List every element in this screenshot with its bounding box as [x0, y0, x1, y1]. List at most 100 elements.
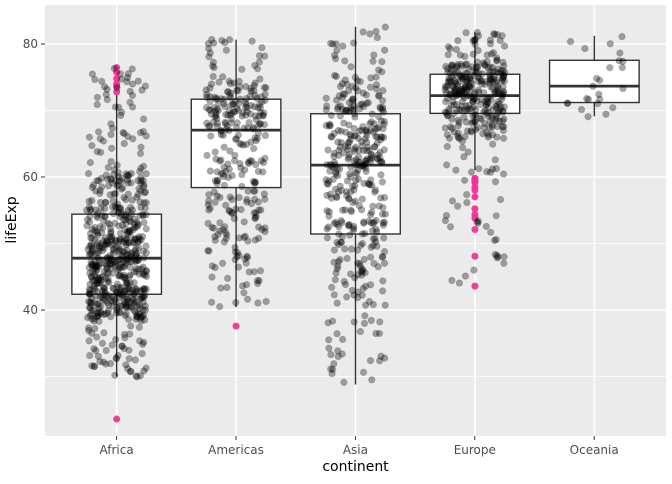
- jitter-point-europe: [501, 68, 509, 77]
- jitter-point-asia: [328, 317, 337, 325]
- jitter-point-americas: [217, 156, 225, 164]
- jitter-point-europe: [446, 223, 455, 231]
- jitter-point-africa: [116, 204, 125, 212]
- jitter-point-africa: [94, 274, 103, 282]
- jitter-point-africa: [106, 251, 114, 260]
- jitter-point-asia: [377, 194, 385, 202]
- jitter-point-africa: [112, 309, 121, 317]
- jitter-point-europe: [468, 80, 476, 88]
- jitter-point-asia: [358, 239, 367, 248]
- jitter-point-americas: [245, 268, 253, 276]
- jitter-point-americas: [202, 86, 210, 94]
- jitter-point-europe: [477, 115, 485, 123]
- jitter-point-asia: [379, 221, 388, 229]
- jitter-point-asia: [354, 271, 362, 279]
- jitter-point-americas: [238, 170, 246, 179]
- jitter-point-africa: [86, 229, 95, 238]
- jitter-point-europe: [442, 62, 450, 71]
- jitter-point-africa: [123, 228, 132, 236]
- jitter-point-africa: [117, 177, 126, 186]
- jitter-point-africa: [97, 174, 106, 182]
- jitter-point-europe: [460, 94, 468, 102]
- jitter-point-africa: [134, 237, 142, 246]
- jitter-point-americas: [251, 91, 259, 100]
- jitter-point-africa: [96, 198, 105, 207]
- jitter-point-europe: [471, 117, 479, 126]
- jitter-point-africa: [125, 171, 133, 179]
- jitter-point-africa: [96, 357, 104, 366]
- jitter-point-americas: [250, 178, 259, 186]
- jitter-point-americas: [220, 181, 229, 189]
- jitter-point-asia: [350, 318, 358, 326]
- jitter-point-africa: [120, 330, 129, 339]
- jitter-point-americas: [245, 159, 253, 168]
- jitter-point-africa: [125, 346, 133, 354]
- jitter-point-americas: [257, 157, 266, 165]
- jitter-point-asia: [368, 181, 376, 189]
- jitter-point-asia: [336, 102, 345, 110]
- jitter-point-asia: [325, 177, 333, 185]
- jitter-point-americas: [230, 79, 238, 87]
- jitter-point-asia: [343, 177, 352, 185]
- jitter-point-africa: [91, 324, 99, 333]
- jitter-point-americas: [218, 73, 227, 81]
- jitter-point-africa: [119, 247, 127, 255]
- jitter-point-europe: [484, 133, 492, 141]
- jitter-point-europe: [471, 88, 479, 97]
- jitter-point-africa: [100, 213, 109, 221]
- jitter-point-asia: [338, 79, 347, 88]
- jitter-point-americas: [254, 103, 262, 112]
- jitter-point-africa: [93, 287, 101, 296]
- jitter-point-africa: [101, 289, 109, 298]
- jitter-point-asia: [360, 179, 368, 188]
- jitter-point-americas: [240, 233, 248, 242]
- jitter-point-asia: [340, 277, 348, 286]
- jitter-point-americas: [259, 168, 267, 176]
- jitter-point-africa: [123, 246, 131, 254]
- jitter-point-americas: [205, 247, 213, 255]
- jitter-point-asia: [332, 192, 341, 201]
- jitter-point-europe: [454, 122, 462, 130]
- jitter-point-europe: [467, 128, 475, 136]
- jitter-point-africa: [100, 284, 109, 293]
- jitter-point-europe: [456, 71, 464, 79]
- jitter-point-africa: [90, 317, 98, 325]
- jitter-point-asia: [359, 161, 368, 170]
- jitter-point-asia: [379, 124, 387, 133]
- jitter-point-africa: [88, 262, 97, 270]
- jitter-point-asia: [341, 90, 349, 98]
- jitter-point-americas: [222, 167, 230, 175]
- jitter-point-americas: [240, 218, 248, 226]
- jitter-point-europe: [441, 108, 449, 116]
- jitter-point-africa: [108, 179, 117, 187]
- jitter-point-americas: [255, 58, 264, 66]
- jitter-point-africa: [93, 100, 101, 109]
- jitter-point-europe: [451, 85, 460, 93]
- jitter-point-americas: [250, 268, 258, 276]
- jitter-point-asia: [333, 193, 341, 202]
- jitter-point-europe: [463, 69, 471, 77]
- jitter-point-americas: [242, 82, 250, 91]
- jitter-point-africa: [123, 279, 131, 288]
- jitter-point-africa: [85, 250, 93, 259]
- jitter-point-asia: [331, 185, 340, 193]
- jitter-point-americas: [256, 120, 265, 128]
- jitter-point-africa: [108, 124, 117, 132]
- jitter-point-americas: [232, 134, 240, 143]
- jitter-point-africa: [128, 80, 137, 88]
- jitter-point-europe: [452, 89, 460, 97]
- jitter-point-africa: [142, 132, 150, 140]
- jitter-point-europe: [500, 72, 508, 80]
- jitter-point-europe: [463, 198, 471, 207]
- jitter-point-americas: [251, 236, 259, 244]
- jitter-point-europe: [497, 66, 505, 75]
- jitter-point-africa: [136, 314, 145, 322]
- jitter-point-americas: [216, 157, 224, 165]
- jitter-point-africa: [86, 298, 94, 306]
- jitter-point-africa: [131, 235, 139, 243]
- jitter-point-americas: [214, 230, 222, 239]
- jitter-point-europe: [469, 117, 477, 126]
- jitter-point-africa: [91, 258, 99, 266]
- jitter-point-europe: [456, 77, 465, 85]
- jitter-point-europe: [487, 75, 496, 84]
